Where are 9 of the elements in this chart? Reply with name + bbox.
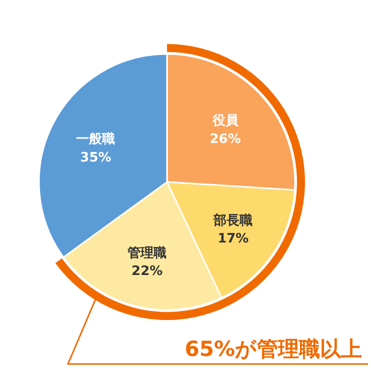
slice-label: 一般職: [76, 131, 116, 148]
data-label: 26%: [210, 132, 241, 147]
slice-label: 役員: [211, 114, 240, 129]
slice-label: 管理職: [126, 244, 167, 261]
text: 65%が管理職以上: [184, 337, 362, 361]
data-label: 22%: [132, 264, 163, 280]
data-label: 35%: [80, 150, 112, 166]
slice-label: 部長職: [212, 212, 253, 228]
data-label: 17%: [218, 232, 249, 247]
